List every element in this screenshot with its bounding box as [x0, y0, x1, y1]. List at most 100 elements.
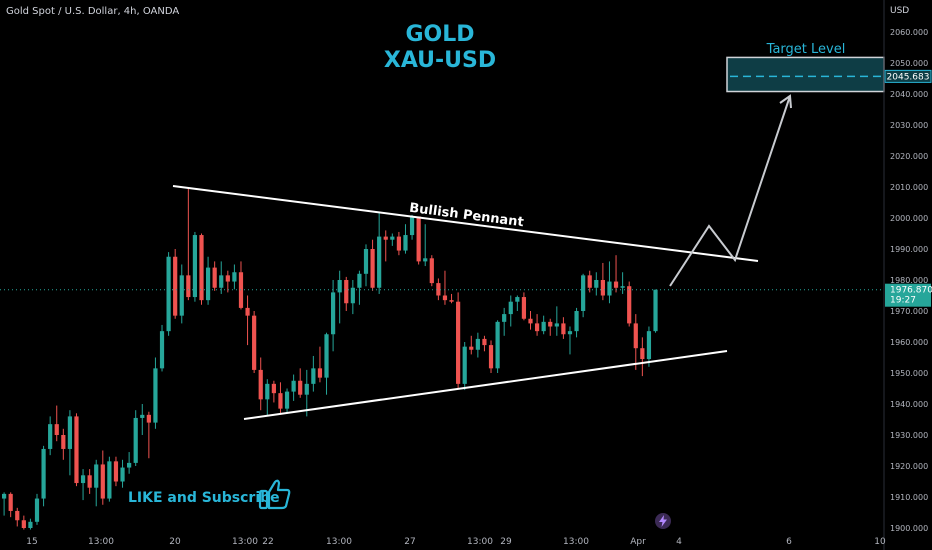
candle-body[interactable]: [113, 461, 119, 482]
candle-body[interactable]: [462, 346, 467, 384]
candle-body[interactable]: [390, 236, 395, 240]
candle-body[interactable]: [94, 464, 99, 488]
candle-body[interactable]: [377, 236, 382, 288]
candle-body[interactable]: [383, 236, 388, 240]
candle-body[interactable]: [508, 301, 513, 315]
candle-body[interactable]: [594, 280, 599, 288]
candle-body[interactable]: [423, 258, 428, 262]
projection-path[interactable]: [669, 95, 791, 287]
candle-body[interactable]: [298, 380, 303, 395]
candle-body[interactable]: [370, 249, 375, 288]
candle-body[interactable]: [100, 464, 105, 499]
candle-body[interactable]: [291, 380, 296, 392]
candle-body[interactable]: [502, 314, 507, 322]
candle-body[interactable]: [8, 493, 13, 511]
candle-body[interactable]: [48, 424, 53, 449]
candle-body[interactable]: [284, 391, 290, 409]
candle-body[interactable]: [600, 280, 605, 296]
candle-body[interactable]: [449, 300, 454, 302]
candle-body[interactable]: [627, 286, 632, 324]
candle-body[interactable]: [521, 297, 527, 319]
candle-body[interactable]: [416, 216, 421, 262]
candle-body[interactable]: [429, 258, 434, 284]
candle-body[interactable]: [2, 493, 7, 499]
candle-body[interactable]: [646, 331, 652, 360]
candle-body[interactable]: [133, 417, 138, 463]
candle-body[interactable]: [304, 383, 309, 395]
candle-body[interactable]: [541, 321, 546, 332]
candle-body[interactable]: [205, 267, 211, 301]
candle-body[interactable]: [620, 286, 625, 288]
candle-body[interactable]: [633, 323, 638, 349]
candle-body[interactable]: [232, 272, 237, 282]
candle-body[interactable]: [574, 311, 579, 332]
candle-body[interactable]: [495, 321, 500, 369]
candle-body[interactable]: [225, 275, 230, 282]
candle-body[interactable]: [219, 275, 224, 288]
candle-body[interactable]: [469, 346, 474, 350]
candle-body[interactable]: [534, 323, 540, 332]
candle-body[interactable]: [324, 334, 329, 378]
candle-body[interactable]: [67, 416, 72, 449]
candle-body[interactable]: [350, 287, 355, 304]
candle-body[interactable]: [179, 275, 184, 316]
candle-body[interactable]: [61, 435, 66, 449]
candle-body[interactable]: [107, 461, 112, 499]
lightning-icon[interactable]: [655, 513, 671, 529]
candle-body[interactable]: [607, 281, 612, 296]
candle-body[interactable]: [442, 295, 448, 301]
candle-body[interactable]: [140, 414, 145, 418]
candle-body[interactable]: [278, 393, 283, 409]
candle-body[interactable]: [153, 368, 158, 423]
lower-trendline[interactable]: [243, 350, 728, 420]
candle-body[interactable]: [515, 297, 520, 302]
candle-body[interactable]: [409, 216, 415, 236]
candle-body[interactable]: [640, 348, 645, 360]
candle-body[interactable]: [127, 462, 132, 468]
candle-body[interactable]: [41, 448, 46, 499]
candle-body[interactable]: [613, 281, 619, 288]
candle-body[interactable]: [252, 315, 257, 370]
candle-body[interactable]: [258, 369, 263, 400]
candle-body[interactable]: [337, 280, 342, 293]
candle-body[interactable]: [581, 275, 586, 311]
candle-body[interactable]: [199, 235, 204, 301]
candle-body[interactable]: [436, 283, 441, 296]
candle-body[interactable]: [120, 467, 125, 482]
candle-body[interactable]: [186, 275, 191, 298]
candle-body[interactable]: [396, 236, 401, 251]
candle-body[interactable]: [482, 338, 487, 346]
candle-body[interactable]: [357, 273, 362, 288]
candle-body[interactable]: [653, 289, 658, 332]
candle-body[interactable]: [344, 280, 349, 304]
candle-body[interactable]: [74, 416, 79, 484]
candle-body[interactable]: [528, 318, 533, 324]
candle-body[interactable]: [475, 338, 480, 350]
candle-body[interactable]: [403, 235, 408, 251]
candle-body[interactable]: [554, 323, 559, 327]
candle-body[interactable]: [192, 235, 198, 298]
candle-body[interactable]: [166, 256, 171, 332]
candle-body[interactable]: [317, 368, 323, 378]
symbol-header[interactable]: Gold Spot / U.S. Dollar, 4h, OANDA: [6, 6, 180, 17]
candle-body[interactable]: [488, 345, 494, 369]
candle-body[interactable]: [15, 510, 20, 521]
candle-body[interactable]: [28, 521, 33, 528]
upper-trendline[interactable]: [172, 185, 759, 262]
candle-body[interactable]: [567, 331, 573, 335]
candle-body[interactable]: [548, 321, 553, 327]
candle-body[interactable]: [561, 323, 566, 335]
candle-body[interactable]: [587, 275, 592, 288]
candle-body[interactable]: [331, 292, 336, 335]
candle-body[interactable]: [271, 383, 276, 394]
candle-body[interactable]: [87, 475, 92, 488]
candle-body[interactable]: [34, 498, 40, 522]
candle-body[interactable]: [456, 301, 461, 384]
candle-body[interactable]: [363, 249, 369, 274]
candle-body[interactable]: [146, 414, 151, 423]
candle-body[interactable]: [173, 256, 178, 316]
candle-body[interactable]: [21, 520, 26, 528]
candle-body[interactable]: [245, 307, 250, 316]
candle-body[interactable]: [80, 475, 86, 484]
